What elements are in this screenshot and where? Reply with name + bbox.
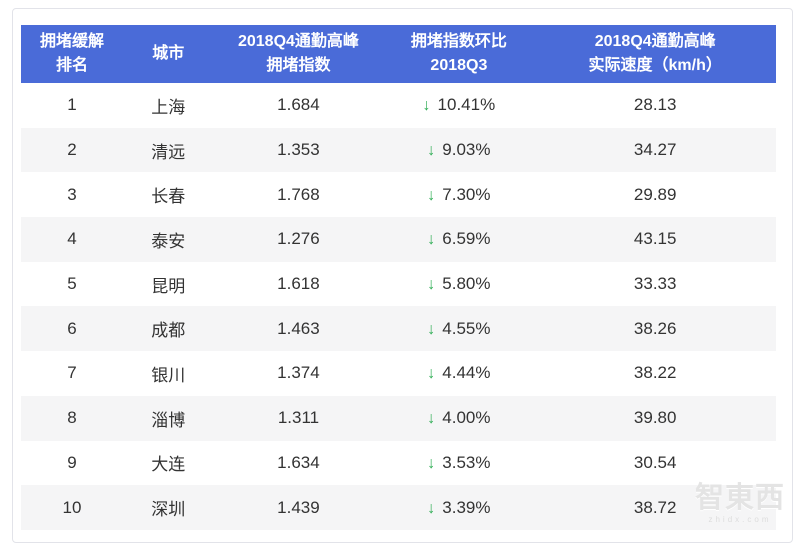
down-arrow-icon: ↓ bbox=[427, 499, 436, 517]
header-qoq-change: 拥堵指数环比 2018Q3 bbox=[383, 25, 535, 83]
congestion-index-cell: 1.374 bbox=[213, 351, 384, 396]
rank-cell: 8 bbox=[21, 395, 123, 441]
qoq-change-cell: ↓ 4.55% bbox=[383, 306, 535, 352]
down-arrow-icon: ↓ bbox=[427, 365, 436, 383]
header-congestion-index: 2018Q4通勤高峰 拥堵指数 bbox=[213, 25, 384, 83]
speed-cell: 30.54 bbox=[534, 440, 776, 486]
qoq-change-value: 10.41% bbox=[437, 95, 496, 115]
qoq-change-cell: ↓ 3.53% bbox=[383, 440, 535, 486]
qoq-change-cell: ↓ 3.39% bbox=[383, 485, 535, 530]
city-cell: 清远 bbox=[122, 127, 214, 173]
qoq-change-cell: ↓ 4.00% bbox=[383, 395, 535, 441]
table-row: 9 大连 1.634 ↓ 3.53% 30.54 bbox=[21, 440, 776, 486]
table-header: 拥堵缓解 排名 城市 2018Q4通勤高峰 拥堵指数 拥堵指数环比 2018Q3… bbox=[21, 25, 776, 83]
congestion-index-cell: 1.439 bbox=[213, 485, 384, 530]
header-actual-speed-line2: 实际速度（km/h） bbox=[588, 57, 722, 74]
table-row: 1 上海 1.684 ↓ 10.41% 28.13 bbox=[21, 83, 776, 128]
city-cell: 深圳 bbox=[122, 485, 214, 530]
rank-cell: 1 bbox=[21, 83, 123, 128]
qoq-change-cell: ↓ 10.41% bbox=[383, 83, 535, 128]
header-rank-line1: 拥堵缓解 bbox=[39, 33, 104, 50]
qoq-change-value: 5.80% bbox=[442, 274, 491, 294]
congestion-index-cell: 1.768 bbox=[213, 172, 384, 218]
header-qoq-change-line1: 拥堵指数环比 bbox=[410, 33, 507, 50]
rank-cell: 2 bbox=[21, 127, 123, 173]
qoq-change-cell: ↓ 6.59% bbox=[383, 217, 535, 262]
city-cell: 泰安 bbox=[122, 217, 214, 262]
speed-cell: 38.72 bbox=[534, 485, 776, 530]
qoq-change-value: 4.00% bbox=[442, 408, 491, 428]
city-cell: 成都 bbox=[122, 306, 214, 352]
header-rank: 拥堵缓解 排名 bbox=[21, 25, 123, 83]
qoq-change-value: 6.59% bbox=[442, 229, 491, 249]
speed-cell: 28.13 bbox=[534, 83, 776, 128]
down-arrow-icon: ↓ bbox=[427, 454, 436, 472]
down-arrow-icon: ↓ bbox=[427, 231, 436, 249]
speed-cell: 38.26 bbox=[534, 306, 776, 352]
table-row: 2 清远 1.353 ↓ 9.03% 34.27 bbox=[21, 127, 776, 173]
city-cell: 淄博 bbox=[122, 395, 214, 441]
rank-cell: 9 bbox=[21, 440, 123, 486]
down-arrow-icon: ↓ bbox=[427, 276, 436, 294]
table-row: 3 长春 1.768 ↓ 7.30% 29.89 bbox=[21, 172, 776, 218]
qoq-change-cell: ↓ 4.44% bbox=[383, 351, 535, 396]
table-row: 4 泰安 1.276 ↓ 6.59% 43.15 bbox=[21, 217, 776, 262]
qoq-change-value: 9.03% bbox=[442, 140, 491, 160]
rank-cell: 6 bbox=[21, 306, 123, 352]
rank-cell: 3 bbox=[21, 172, 123, 218]
speed-cell: 34.27 bbox=[534, 127, 776, 173]
table-row: 7 银川 1.374 ↓ 4.44% 38.22 bbox=[21, 351, 776, 396]
header-qoq-change-line2: 2018Q3 bbox=[430, 57, 488, 74]
down-arrow-icon: ↓ bbox=[427, 320, 436, 338]
rank-cell: 10 bbox=[21, 485, 123, 530]
congestion-index-cell: 1.311 bbox=[213, 395, 384, 441]
city-cell: 大连 bbox=[122, 440, 214, 486]
rank-cell: 5 bbox=[21, 261, 123, 307]
congestion-index-cell: 1.463 bbox=[213, 306, 384, 352]
speed-cell: 38.22 bbox=[534, 351, 776, 396]
header-congestion-index-line1: 2018Q4通勤高峰 bbox=[237, 33, 359, 50]
qoq-change-value: 3.39% bbox=[442, 497, 491, 517]
qoq-change-cell: ↓ 5.80% bbox=[383, 261, 535, 307]
table-row: 10 深圳 1.439 ↓ 3.39% 38.72 bbox=[21, 485, 776, 530]
city-cell: 长春 bbox=[122, 172, 214, 218]
city-cell: 昆明 bbox=[122, 261, 214, 307]
qoq-change-value: 4.55% bbox=[442, 318, 491, 338]
congestion-index-cell: 1.353 bbox=[213, 127, 384, 173]
header-rank-line2: 排名 bbox=[55, 57, 88, 74]
congestion-index-cell: 1.634 bbox=[213, 440, 384, 486]
header-congestion-index-line2: 拥堵指数 bbox=[266, 57, 331, 74]
city-cell: 银川 bbox=[122, 351, 214, 396]
qoq-change-value: 7.30% bbox=[442, 184, 491, 204]
table-row: 8 淄博 1.311 ↓ 4.00% 39.80 bbox=[21, 395, 776, 441]
header-actual-speed-line1: 2018Q4通勤高峰 bbox=[594, 33, 716, 50]
header-actual-speed: 2018Q4通勤高峰 实际速度（km/h） bbox=[534, 25, 776, 83]
header-city-line1: 城市 bbox=[152, 45, 185, 62]
down-arrow-icon: ↓ bbox=[427, 410, 436, 428]
down-arrow-icon: ↓ bbox=[427, 142, 436, 160]
rank-cell: 4 bbox=[21, 217, 123, 262]
header-city: 城市 bbox=[122, 25, 214, 83]
speed-cell: 43.15 bbox=[534, 217, 776, 262]
city-cell: 上海 bbox=[122, 83, 214, 128]
table-body: 1 上海 1.684 ↓ 10.41% 28.13 2 清远 1.353 ↓ 9.0… bbox=[21, 83, 776, 530]
congestion-index-cell: 1.276 bbox=[213, 217, 384, 262]
congestion-index-cell: 1.684 bbox=[213, 83, 384, 128]
speed-cell: 39.80 bbox=[534, 395, 776, 441]
congestion-ranking-table: 拥堵缓解 排名 城市 2018Q4通勤高峰 拥堵指数 拥堵指数环比 2018Q3… bbox=[21, 25, 776, 530]
rank-cell: 7 bbox=[21, 351, 123, 396]
table-row: 5 昆明 1.618 ↓ 5.80% 33.33 bbox=[21, 261, 776, 307]
table-row: 6 成都 1.463 ↓ 4.55% 38.26 bbox=[21, 306, 776, 352]
speed-cell: 29.89 bbox=[534, 172, 776, 218]
down-arrow-icon: ↓ bbox=[422, 97, 431, 115]
qoq-change-cell: ↓ 9.03% bbox=[383, 127, 535, 173]
qoq-change-cell: ↓ 7.30% bbox=[383, 172, 535, 218]
qoq-change-value: 3.53% bbox=[442, 452, 491, 472]
speed-cell: 33.33 bbox=[534, 261, 776, 307]
qoq-change-value: 4.44% bbox=[442, 363, 491, 383]
congestion-index-cell: 1.618 bbox=[213, 261, 384, 307]
down-arrow-icon: ↓ bbox=[427, 186, 436, 204]
table-card: 拥堵缓解 排名 城市 2018Q4通勤高峰 拥堵指数 拥堵指数环比 2018Q3… bbox=[12, 8, 793, 543]
